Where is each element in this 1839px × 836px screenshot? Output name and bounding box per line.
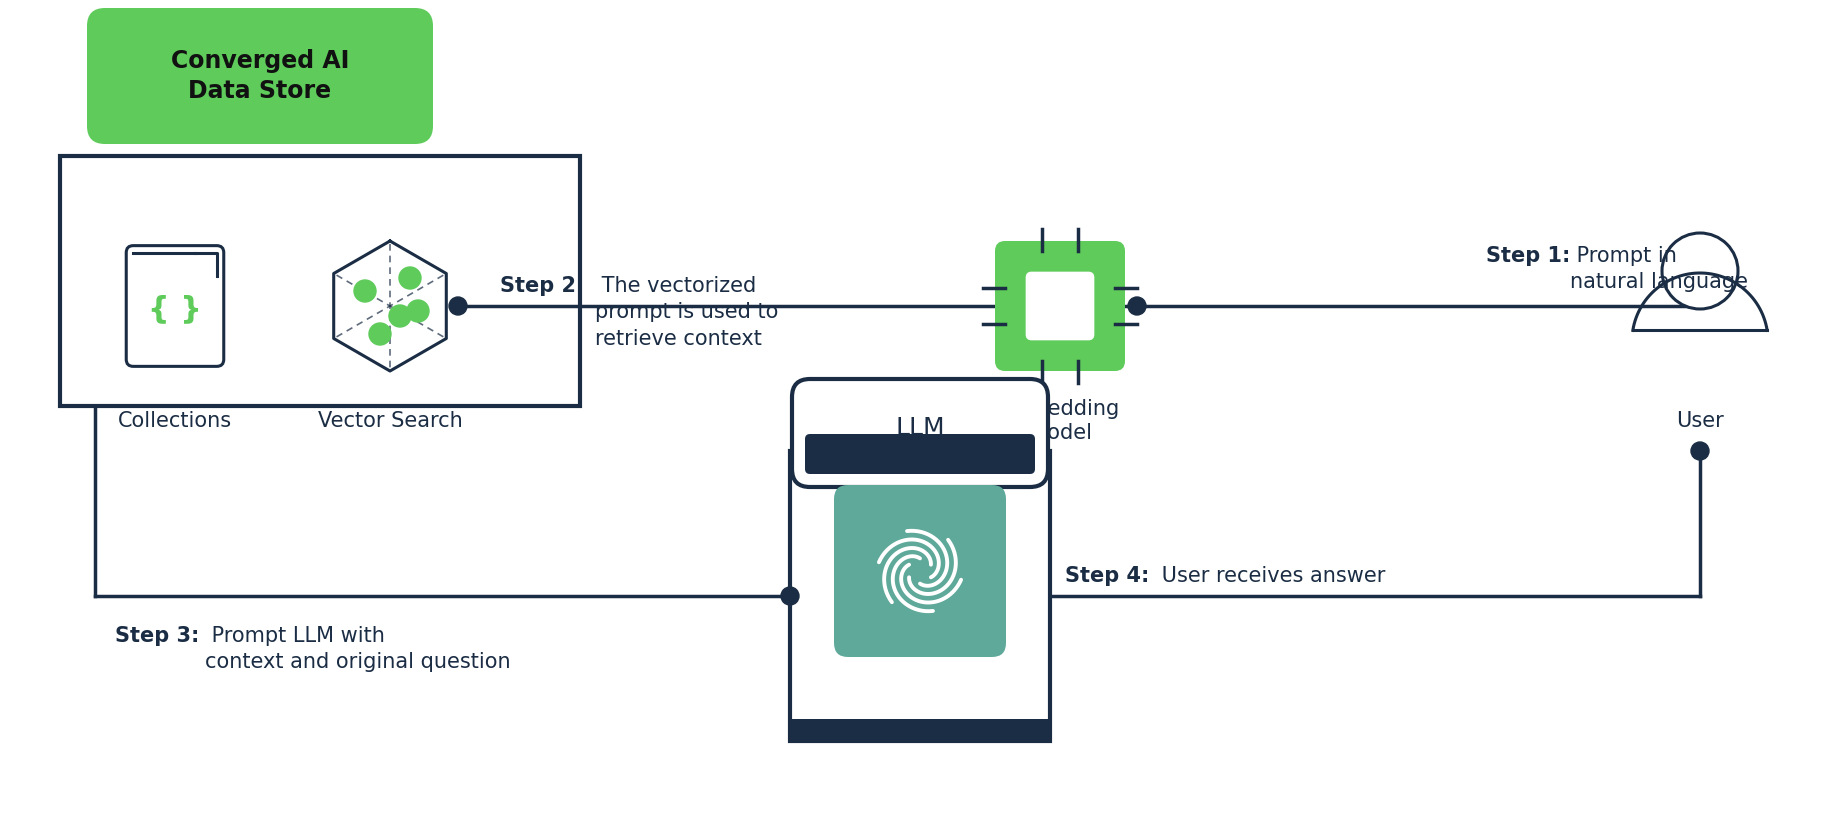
Circle shape — [1127, 297, 1146, 315]
Text: Converged AI
Data Store: Converged AI Data Store — [171, 48, 349, 104]
FancyBboxPatch shape — [805, 434, 1034, 474]
Circle shape — [399, 267, 421, 289]
Circle shape — [1661, 233, 1738, 309]
Text: Embedding
model: Embedding model — [1000, 399, 1118, 443]
Text: Step 1:: Step 1: — [1484, 246, 1569, 266]
FancyBboxPatch shape — [86, 8, 432, 144]
Text: Collections: Collections — [118, 411, 232, 431]
Text: Prompt LLM with
context and original question: Prompt LLM with context and original que… — [204, 626, 511, 672]
Circle shape — [370, 323, 392, 345]
FancyBboxPatch shape — [833, 485, 1006, 657]
FancyBboxPatch shape — [791, 379, 1048, 487]
Text: Step 4:: Step 4: — [1065, 566, 1149, 586]
FancyBboxPatch shape — [1026, 273, 1092, 339]
Circle shape — [780, 587, 798, 605]
Text: The vectorized
prompt is used to
retrieve context: The vectorized prompt is used to retriev… — [594, 276, 778, 349]
FancyBboxPatch shape — [127, 246, 224, 366]
Polygon shape — [333, 241, 447, 371]
Text: Prompt in
natural language: Prompt in natural language — [1569, 246, 1747, 293]
FancyBboxPatch shape — [995, 241, 1124, 371]
Text: Step 3:: Step 3: — [114, 626, 199, 646]
Text: Vector Search: Vector Search — [318, 411, 462, 431]
Bar — [789, 451, 1050, 741]
Circle shape — [388, 305, 410, 327]
Circle shape — [1690, 442, 1708, 460]
Text: User receives answer: User receives answer — [1155, 566, 1385, 586]
Circle shape — [353, 280, 375, 302]
Circle shape — [406, 300, 428, 322]
Text: { }: { } — [147, 294, 202, 324]
Text: Step 2:: Step 2: — [500, 276, 585, 296]
Circle shape — [449, 297, 467, 315]
Text: LLM: LLM — [896, 416, 943, 440]
Bar — [789, 719, 1050, 741]
Text: User: User — [1675, 411, 1723, 431]
